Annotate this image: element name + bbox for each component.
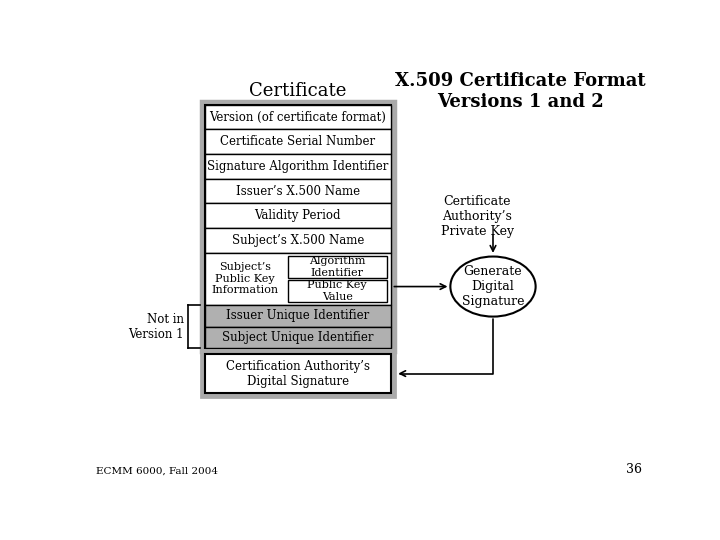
Bar: [204, 327, 391, 348]
Bar: [204, 179, 391, 204]
Bar: [204, 354, 391, 393]
Text: Signature Algorithm Identifier: Signature Algorithm Identifier: [207, 160, 388, 173]
Bar: [201, 350, 395, 397]
Bar: [204, 253, 391, 305]
Text: Certificate: Certificate: [249, 82, 346, 100]
Bar: [204, 204, 391, 228]
Text: Validity Period: Validity Period: [254, 209, 341, 222]
Text: Algorithm
Identifier: Algorithm Identifier: [309, 256, 366, 278]
Bar: [204, 305, 391, 327]
Text: Subject Unique Identifier: Subject Unique Identifier: [222, 331, 374, 344]
Bar: [288, 256, 387, 278]
Bar: [204, 105, 391, 348]
Text: Public Key
Value: Public Key Value: [307, 280, 367, 302]
Text: ECMM 6000, Fall 2004: ECMM 6000, Fall 2004: [96, 467, 218, 476]
Bar: [204, 154, 391, 179]
Text: Version (of certificate format): Version (of certificate format): [210, 111, 386, 124]
Text: Subject’s
Public Key
Information: Subject’s Public Key Information: [211, 262, 278, 295]
Text: 36: 36: [626, 463, 642, 476]
Text: Certificate
Authority’s
Private Key: Certificate Authority’s Private Key: [441, 195, 514, 238]
Text: Generate
Digital
Signature: Generate Digital Signature: [462, 265, 524, 308]
Bar: [204, 130, 391, 154]
Text: Issuer Unique Identifier: Issuer Unique Identifier: [226, 309, 369, 322]
Ellipse shape: [451, 256, 536, 316]
Text: Issuer’s X.500 Name: Issuer’s X.500 Name: [235, 185, 360, 198]
Text: X.509 Certificate Format
Versions 1 and 2: X.509 Certificate Format Versions 1 and …: [395, 72, 645, 111]
Text: Not in
Version 1: Not in Version 1: [128, 313, 184, 341]
Text: Certification Authority’s
Digital Signature: Certification Authority’s Digital Signat…: [225, 360, 369, 388]
Text: Subject’s X.500 Name: Subject’s X.500 Name: [232, 234, 364, 247]
Bar: [201, 101, 395, 352]
Bar: [204, 228, 391, 253]
Text: Certificate Serial Number: Certificate Serial Number: [220, 136, 375, 148]
Bar: [204, 105, 391, 130]
Bar: [288, 280, 387, 302]
